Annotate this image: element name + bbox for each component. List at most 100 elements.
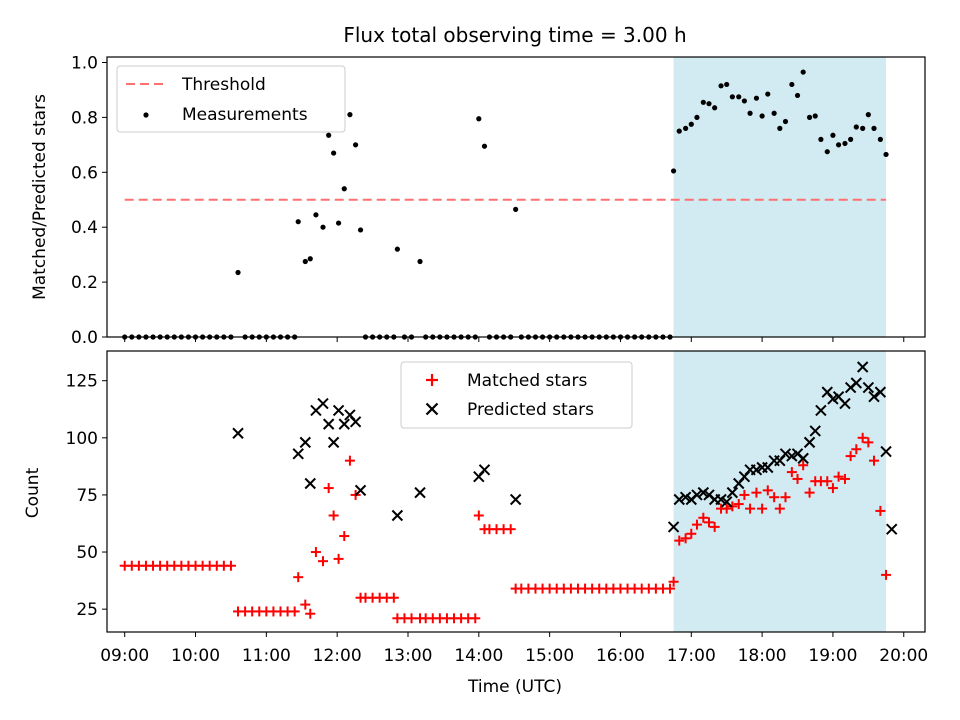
- top-plot-frame: [106, 56, 926, 338]
- measurement-point: [683, 125, 689, 131]
- predicted-star-marker: [868, 390, 880, 403]
- predicted-star-marker: [391, 509, 404, 522]
- measurement-point: [481, 143, 488, 149]
- predicted-star-marker: [797, 452, 809, 465]
- matched-star-marker: [703, 517, 714, 528]
- legend-predicted-swatch: [425, 402, 439, 416]
- measurement-point: [782, 118, 789, 125]
- count-points: [119, 361, 898, 624]
- measurement-point: [295, 219, 301, 225]
- matched-star-marker: [845, 451, 856, 462]
- matched-star-marker: [774, 503, 785, 514]
- top-legend: Threshold Measurements: [116, 65, 346, 133]
- matched-star-marker: [300, 599, 311, 610]
- matched-star-marker: [798, 460, 809, 471]
- bottom-x-axis: 09:00 10:00 11:00 12:00 13:00 14:00 15:00 16:00…: [100, 632, 928, 666]
- matched-star-marker: [721, 503, 732, 514]
- measurement-point: [394, 246, 400, 252]
- matched-star-marker: [505, 524, 516, 535]
- top-y-tick-label: 0.8: [71, 108, 98, 128]
- measurement-point: [513, 206, 519, 212]
- predicted-star-marker: [850, 377, 863, 389]
- top-shaded-band: [673, 57, 887, 337]
- matched-star-marker: [875, 505, 886, 516]
- measurement-point: [736, 94, 742, 100]
- bottom-plot-frame: [106, 350, 926, 633]
- matched-star-marker: [822, 476, 833, 487]
- measurement-point: [694, 114, 700, 120]
- bottom-y-tick-label: 25: [76, 600, 98, 620]
- predicted-star-marker: [880, 445, 892, 458]
- predicted-star-marker: [478, 464, 491, 476]
- measurement-point: [860, 125, 866, 131]
- matched-star-marker: [733, 499, 744, 510]
- measurement-point: [812, 113, 818, 119]
- measurement-point: [476, 116, 482, 122]
- matched-star-marker: [780, 492, 791, 503]
- measurement-point: [670, 168, 677, 174]
- measurement-point: [712, 105, 718, 111]
- measurement-point: [835, 142, 842, 148]
- matched-star-marker: [328, 510, 339, 521]
- matched-star-marker: [827, 483, 838, 494]
- measurement-point: [765, 91, 771, 97]
- predicted-star-marker: [322, 418, 335, 430]
- measurement-point: [313, 212, 319, 218]
- matched-star-marker: [833, 471, 844, 482]
- predicted-star-marker: [332, 404, 345, 417]
- x-tick-label: 15:00: [525, 646, 574, 666]
- bottom-legend: Matched stars Predicted stars: [400, 361, 633, 429]
- x-tick-label: 16:00: [596, 646, 645, 666]
- matched-star-marker: [674, 535, 685, 546]
- matched-star-marker: [698, 512, 709, 523]
- measurement-point: [883, 151, 889, 158]
- measurement-point: [331, 150, 337, 156]
- measurement-point: [794, 92, 801, 99]
- predicted-star-marker: [338, 418, 350, 430]
- matched-star-marker: [323, 483, 334, 494]
- predicted-star-marker: [667, 521, 680, 533]
- matched-star-marker: [388, 592, 399, 603]
- matched-star-marker: [751, 487, 762, 498]
- predicted-star-marker: [839, 397, 851, 410]
- matched-star-marker: [406, 613, 417, 624]
- matched-star-marker: [305, 608, 316, 619]
- predicted-star-marker: [414, 486, 426, 499]
- measurement-point: [824, 149, 830, 155]
- top-y-tick-label: 0.6: [71, 163, 98, 183]
- measurement-point: [341, 186, 347, 192]
- predicted-star-marker: [862, 381, 875, 394]
- legend-measurements-label: Measurements: [182, 105, 308, 125]
- matched-star-marker: [839, 473, 850, 484]
- measurement-point: [753, 95, 760, 101]
- matched-star-marker: [727, 501, 738, 512]
- bottom-y-axis: 25 50 75 100 125: [66, 372, 107, 620]
- measurement-point: [871, 125, 877, 131]
- matched-star-marker: [762, 485, 773, 496]
- top-legend-box: [116, 65, 346, 133]
- measurement-point: [777, 125, 783, 131]
- matched-star-marker: [857, 432, 868, 443]
- measurement-point: [800, 69, 806, 75]
- measurement-point: [865, 112, 871, 118]
- measurement-point: [718, 83, 724, 89]
- measurement-point: [335, 220, 342, 226]
- bottom-panel: 25 50 75 100 125 09:00 10:00 11:00 12:00 13:00 14…: [23, 350, 928, 697]
- predicted-star-marker: [304, 477, 316, 490]
- matched-star-marker: [668, 576, 679, 587]
- measurement-point: [759, 113, 765, 119]
- matched-star-marker: [333, 553, 344, 564]
- measurement-point: [729, 94, 735, 100]
- matched-star-marker: [318, 556, 329, 567]
- chart-title: Flux total observing time = 3.00 h: [343, 23, 686, 47]
- measurement-point: [417, 258, 423, 265]
- matched-star-marker: [686, 528, 697, 539]
- bottom-y-tick-label: 125: [66, 372, 98, 392]
- predicted-star-marker: [232, 427, 244, 439]
- x-tick-label: 19:00: [808, 646, 857, 666]
- matched-star-marker: [680, 533, 691, 544]
- top-y-axis-label: Matched/Predicted stars: [30, 94, 50, 300]
- x-tick-label: 12:00: [313, 646, 362, 666]
- measurement-point: [326, 132, 332, 138]
- matched-star-marker: [691, 519, 702, 530]
